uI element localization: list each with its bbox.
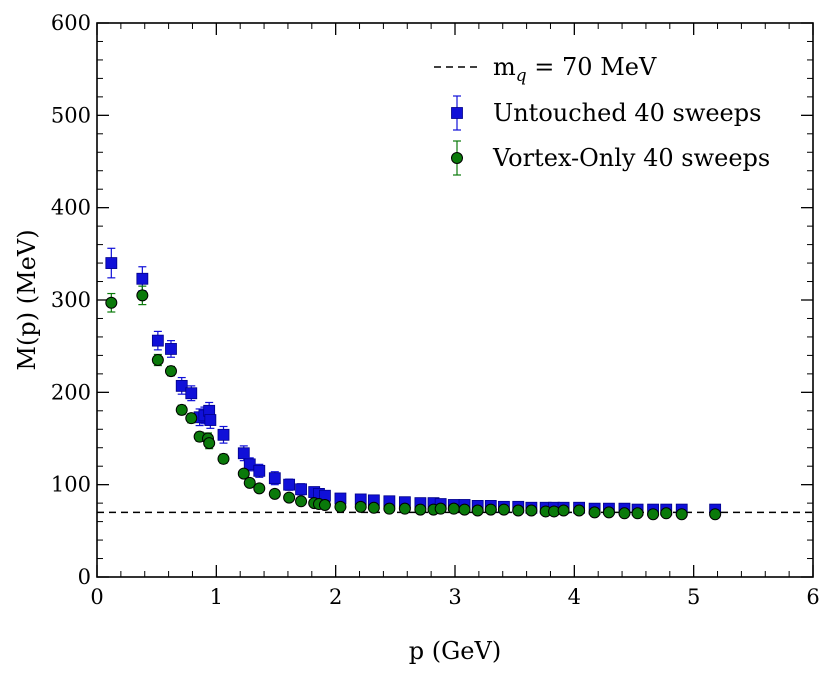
- series-vortex-only: [105, 285, 722, 521]
- untouched-point: [165, 343, 177, 355]
- legend-marker-shape: [451, 152, 463, 164]
- untouched-point: [268, 472, 281, 485]
- x-tick-label: 4: [568, 585, 581, 609]
- untouched-point: [175, 379, 188, 392]
- vortex-only-point: [647, 508, 660, 521]
- vortex-only-point: [203, 437, 216, 450]
- untouched-point: [217, 428, 230, 441]
- vortex-only-point: [675, 508, 688, 521]
- vortex-only-point: [525, 504, 538, 517]
- vortex-only-point: [268, 487, 281, 500]
- x-tick-label: 3: [448, 585, 461, 609]
- x-axis-label: p (GeV): [409, 637, 501, 665]
- vortex-only-point: [217, 452, 230, 465]
- y-tick-label: 500: [51, 103, 91, 127]
- legend-reference-line-label: mq = 70 MeV: [493, 53, 657, 86]
- vortex-only-point: [660, 507, 673, 520]
- x-tick-label: 5: [687, 585, 700, 609]
- vortex-only-point: [573, 504, 586, 517]
- legend-marker-shape: [451, 107, 463, 119]
- vortex-only-point: [618, 507, 631, 520]
- vortex-only-point: [367, 501, 380, 514]
- untouched-point: [237, 447, 250, 460]
- vortex-only-point: [434, 502, 447, 515]
- vortex-only-point: [243, 476, 256, 489]
- untouched-point: [136, 272, 149, 285]
- legend-vortex-only-label: Vortex-Only 40 sweeps: [492, 144, 770, 172]
- legend-untouched-label: Untouched 40 sweeps: [493, 99, 761, 127]
- vortex-only-point: [318, 498, 331, 511]
- vortex-only-point: [458, 503, 471, 516]
- x-tick-label: 6: [806, 585, 819, 609]
- untouched-point: [204, 414, 217, 426]
- untouched-point: [151, 334, 164, 347]
- legend: mq = 70 MeV Untouched 40 sweeps Vortex-O…: [434, 53, 770, 176]
- y-tick-label: 0: [78, 565, 91, 589]
- legend-untouched-marker: [451, 95, 463, 131]
- y-tick-label: 300: [51, 288, 91, 312]
- untouched-point: [283, 478, 296, 491]
- vortex-only-point: [185, 412, 198, 425]
- untouched-point: [253, 464, 266, 477]
- series-untouched: [105, 247, 722, 516]
- vortex-only-point: [295, 495, 308, 508]
- plot-frame: [96, 22, 814, 578]
- vortex-only-point: [497, 503, 510, 516]
- x-tick-label: 2: [329, 585, 342, 609]
- y-tick-label: 200: [51, 380, 91, 404]
- legend-mq-subscript: q: [516, 66, 527, 86]
- vortex-only-point: [237, 467, 250, 480]
- legend-mq-value: = 70 MeV: [527, 53, 657, 81]
- vortex-only-point: [557, 504, 570, 517]
- vortex-only-point: [253, 482, 266, 495]
- legend-mq-base: m: [493, 53, 516, 81]
- vortex-only-point: [151, 354, 164, 367]
- y-tick-label: 100: [51, 473, 91, 497]
- axis-tick-labels: 0 1 2 3 4 5 6 0 100 200 300 400 500 600: [51, 11, 820, 609]
- vortex-only-point: [175, 403, 188, 416]
- vortex-only-point: [383, 502, 396, 515]
- untouched-point: [243, 458, 256, 471]
- x-tick-label: 1: [210, 585, 223, 609]
- vortex-only-point: [447, 502, 460, 515]
- vortex-only-point: [414, 503, 427, 516]
- y-tick-label: 400: [51, 196, 91, 220]
- vortex-only-point: [164, 365, 177, 378]
- vortex-only-point: [512, 504, 525, 517]
- legend-vortex-only-marker: [451, 140, 463, 176]
- vortex-only-point: [136, 289, 149, 302]
- vortex-only-point: [334, 500, 347, 513]
- vortex-only-point: [398, 502, 411, 515]
- vortex-only-point: [484, 503, 497, 516]
- vortex-only-point: [631, 507, 644, 520]
- vortex-only-point: [709, 508, 722, 521]
- untouched-point: [295, 483, 307, 496]
- y-axis-label: M(p) (MeV): [13, 229, 41, 370]
- vortex-only-point: [354, 500, 367, 513]
- untouched-point: [185, 387, 198, 400]
- vortex-only-point: [283, 491, 296, 504]
- vortex-only-point: [471, 504, 484, 517]
- vortex-only-point: [602, 506, 615, 519]
- y-tick-label: 600: [51, 11, 91, 35]
- vortex-only-point: [105, 296, 118, 309]
- vortex-only-point: [588, 506, 601, 519]
- data-series-layer: [105, 247, 722, 521]
- untouched-point: [105, 257, 118, 269]
- x-tick-label: 0: [90, 585, 103, 609]
